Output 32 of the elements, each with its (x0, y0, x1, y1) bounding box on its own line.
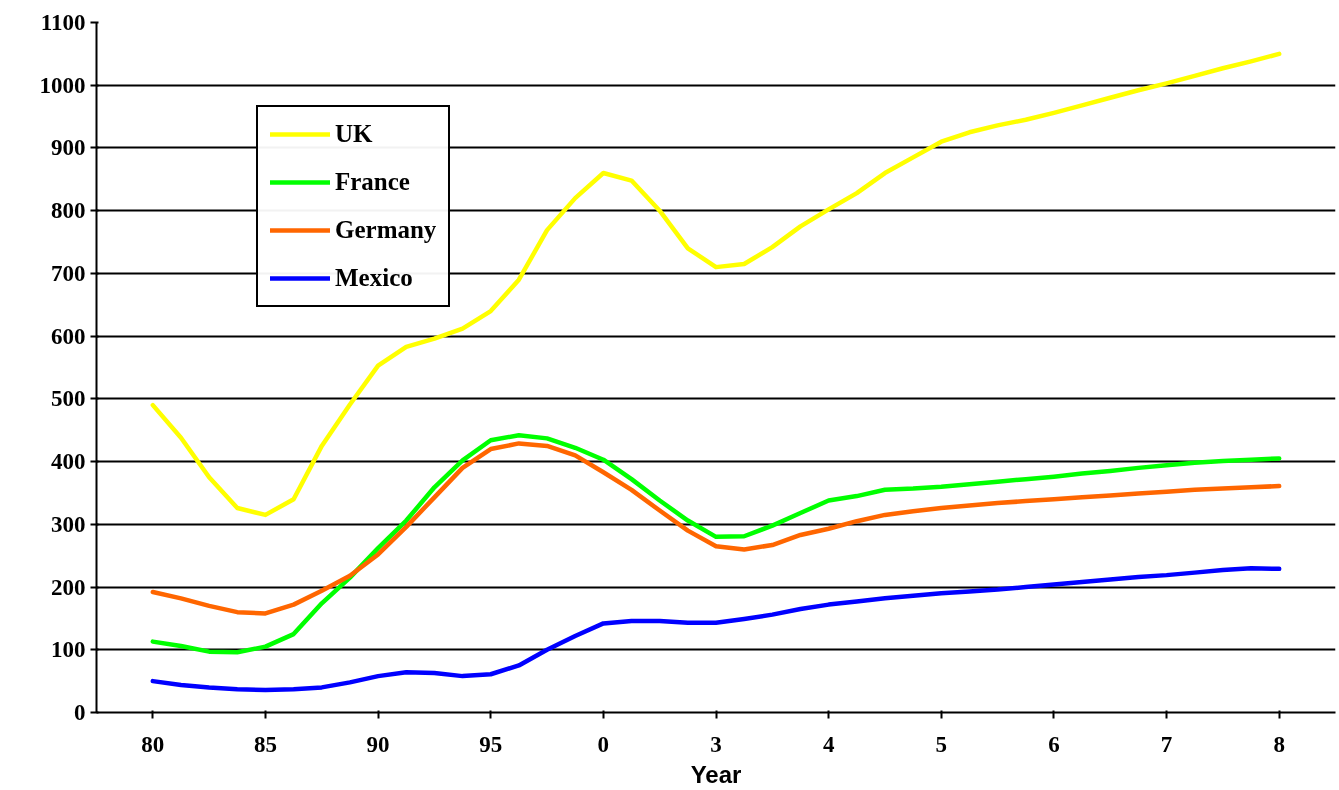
x-tick-label: 90 (366, 731, 390, 757)
legend-label: France (335, 168, 410, 196)
x-tick-label: 6 (1048, 731, 1060, 757)
y-tick-label: 400 (51, 449, 86, 475)
x-tick-label: 5 (935, 731, 948, 757)
y-tick-label: 700 (51, 260, 86, 286)
x-tick-label: 8 (1273, 731, 1285, 757)
line-series (150, 51, 1282, 518)
y-tick-label: 1000 (39, 72, 86, 98)
legend-label: UK (335, 120, 373, 148)
x-tick-label: 3 (710, 731, 722, 757)
y-tick-label: 300 (51, 511, 86, 537)
line-series (150, 433, 1282, 655)
legend-label: Germany (335, 216, 437, 244)
line-series (150, 441, 1282, 616)
x-tick-label: 80 (141, 731, 165, 757)
x-tick-label: 85 (253, 731, 277, 757)
y-tick-label: 600 (51, 323, 86, 349)
x-tick-label: 0 (597, 731, 610, 757)
x-axis-title: Year (690, 760, 742, 788)
x-tick-label: 95 (479, 731, 503, 757)
x-tick-label: 7 (1160, 731, 1173, 757)
y-tick-label: 100 (51, 637, 86, 663)
y-tick-label: 900 (51, 135, 86, 161)
y-tick-label: 800 (51, 198, 86, 224)
line-series (150, 565, 1282, 693)
y-tick-label: 1100 (40, 10, 86, 35)
legend-label: Mexico (335, 264, 413, 292)
x-tick-label: 4 (822, 731, 835, 757)
y-tick-label: 500 (51, 386, 86, 412)
y-tick-label: 200 (51, 574, 86, 600)
y-tick-label: 0 (74, 700, 86, 725)
